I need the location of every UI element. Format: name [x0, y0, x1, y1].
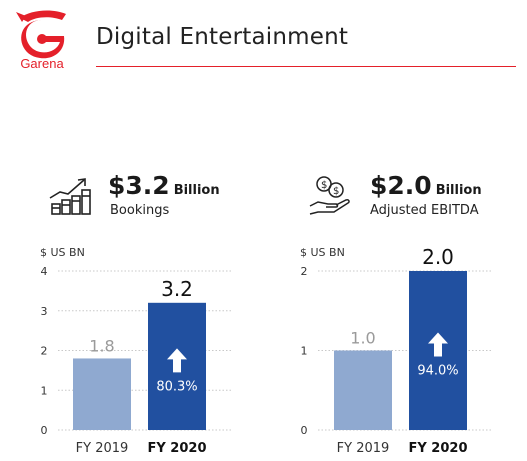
- ebitda-y-tick-label: 2: [301, 265, 308, 278]
- bookings-unit: Billion: [173, 183, 220, 198]
- ebitda-growth-arrow-icon: [428, 332, 448, 357]
- bookings-y-tick-label: 4: [41, 265, 48, 278]
- bookings-value-label: 3.2: [161, 277, 193, 301]
- bookings-growth-label: 80.3%: [156, 379, 197, 394]
- bookings-category-label: FY 2020: [147, 441, 206, 456]
- title-divider: [96, 66, 516, 67]
- bookings-chart-unit-label: $ US BN: [40, 246, 85, 259]
- ebitda-y-tick-label: 0: [301, 424, 308, 437]
- bookings-label: Bookings: [110, 203, 170, 218]
- bookings-chart-group: 0 1 2 3 4 1.8 FY 2019 3.2 FY 2020 80.3%: [41, 265, 232, 456]
- ebitda-bar-fy-2020: [409, 271, 467, 430]
- ebitda-label: Adjusted EBITDA: [370, 203, 479, 218]
- ebitda-growth-label: 94.0%: [417, 364, 458, 379]
- bookings-growth-arrow-icon: [167, 348, 187, 373]
- ebitda-value-label: 1.0: [350, 329, 375, 348]
- ebitda-value-label: 2.0: [422, 245, 454, 269]
- bookings-y-tick-label: 3: [41, 305, 48, 318]
- bookings-value: $3.2 Billion: [108, 171, 220, 200]
- bookings-y-tick-label: 1: [41, 384, 48, 397]
- logo-text: Garena: [20, 56, 64, 71]
- bookings-category-label: FY 2019: [76, 441, 129, 456]
- ebitda-value: $2.0 Billion: [370, 171, 482, 200]
- page-title: Digital Entertainment: [96, 24, 349, 50]
- svg-text:$: $: [321, 180, 327, 191]
- bookings-bar-fy-2019: [73, 358, 131, 430]
- garena-logo-icon: [16, 10, 66, 59]
- bookings-y-tick-label: 0: [41, 424, 48, 437]
- ebitda-chart-group: 0 1 2 1.0 FY 2019 2.0 FY 2020 94.0%: [301, 245, 492, 456]
- ebitda-bar-fy-2019: [334, 350, 392, 430]
- ebitda-unit: Billion: [435, 183, 482, 198]
- ebitda-chart-unit-label: $ US BN: [300, 246, 345, 259]
- ebitda-category-label: FY 2020: [408, 441, 467, 456]
- ebitda-y-tick-label: 1: [301, 345, 308, 358]
- ebitda-category-label: FY 2019: [337, 441, 390, 456]
- bookings-value-label: 1.8: [89, 336, 114, 355]
- money-in-hand-icon: $ $: [309, 176, 350, 215]
- bookings-bar-fy-2020: [148, 302, 206, 430]
- bookings-y-tick-label: 2: [41, 345, 48, 358]
- bar-growth-chart-icon: [49, 178, 91, 215]
- svg-text:$: $: [333, 186, 339, 197]
